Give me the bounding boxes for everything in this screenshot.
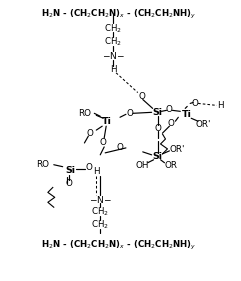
Text: CH$_2$: CH$_2$: [104, 22, 122, 35]
Text: O: O: [127, 109, 133, 118]
Text: H: H: [93, 167, 100, 176]
Text: O: O: [65, 179, 72, 188]
Text: O: O: [86, 163, 93, 172]
Text: H$_2$N - (CH$_2$CH$_2$N)$_x$ - (CH$_2$CH$_2$NH)$_y$: H$_2$N - (CH$_2$CH$_2$N)$_x$ - (CH$_2$CH…: [41, 239, 197, 252]
Text: Ti: Ti: [182, 110, 192, 119]
Text: OH: OH: [136, 161, 149, 170]
Text: CH$_2$: CH$_2$: [91, 219, 109, 231]
Text: O: O: [168, 119, 175, 128]
Text: OR: OR: [165, 161, 178, 170]
Text: H$_2$N - (CH$_2$CH$_2$N)$_x$ - (CH$_2$CH$_2$NH)$_y$: H$_2$N - (CH$_2$CH$_2$N)$_x$ - (CH$_2$CH…: [41, 8, 197, 21]
Text: O: O: [100, 139, 107, 148]
Text: $-$N$-$: $-$N$-$: [102, 51, 125, 62]
Text: OR': OR': [195, 120, 211, 129]
Text: Si: Si: [66, 166, 76, 175]
Text: CH$_2$: CH$_2$: [104, 36, 122, 48]
Text: RO: RO: [78, 109, 91, 118]
Text: O: O: [138, 92, 145, 101]
Text: OR': OR': [170, 145, 185, 154]
Text: Ti: Ti: [102, 117, 112, 126]
Text: H: H: [218, 101, 224, 110]
Text: O: O: [192, 99, 199, 108]
Text: RO: RO: [36, 160, 49, 169]
Text: O: O: [154, 124, 161, 133]
Text: $-$N$-$: $-$N$-$: [89, 194, 112, 205]
Text: O: O: [117, 143, 123, 152]
Text: O: O: [166, 105, 173, 114]
Text: Si: Si: [153, 152, 163, 161]
Text: H: H: [110, 65, 116, 74]
Text: O: O: [87, 129, 94, 138]
Text: Si: Si: [153, 108, 163, 117]
Text: CH$_2$: CH$_2$: [91, 206, 109, 218]
